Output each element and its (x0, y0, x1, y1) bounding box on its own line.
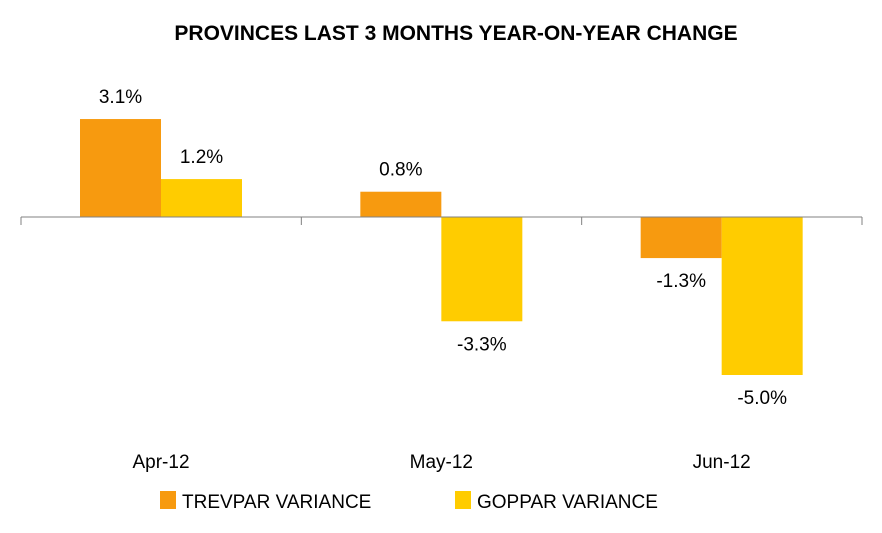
data-label: -5.0% (737, 388, 787, 409)
bar-trevpar-jun-12 (640, 217, 722, 259)
category-label: May-12 (410, 452, 473, 473)
bars-group: 3.1% 1.2% 0.8% -3.3% -1.3% -5.0% (80, 87, 803, 409)
data-label: -1.3% (656, 271, 706, 292)
legend-label: TREVPAR VARIANCE (182, 492, 371, 513)
legend-swatch (455, 491, 471, 509)
category-label: Jun-12 (693, 452, 751, 473)
data-label: -3.3% (457, 334, 507, 355)
data-label: 3.1% (99, 87, 142, 108)
x-axis (20, 216, 863, 225)
data-label: 0.8% (379, 160, 422, 181)
legend-swatch (160, 491, 176, 509)
bar-goppar-apr-12 (161, 179, 242, 217)
bar-goppar-may-12 (441, 217, 523, 322)
legend: TREVPAR VARIANCE GOPPAR VARIANCE (160, 491, 658, 513)
bar-goppar-jun-12 (721, 217, 803, 375)
legend-label: GOPPAR VARIANCE (477, 492, 658, 513)
chart-title: PROVINCES LAST 3 MONTHS YEAR-ON-YEAR CHA… (174, 22, 737, 45)
category-label: Apr-12 (132, 452, 189, 473)
bar-trevpar-may-12 (360, 191, 442, 217)
category-labels: Apr-12 May-12 Jun-12 (132, 452, 750, 473)
bar-trevpar-apr-12 (80, 119, 161, 217)
data-label: 1.2% (180, 147, 223, 168)
